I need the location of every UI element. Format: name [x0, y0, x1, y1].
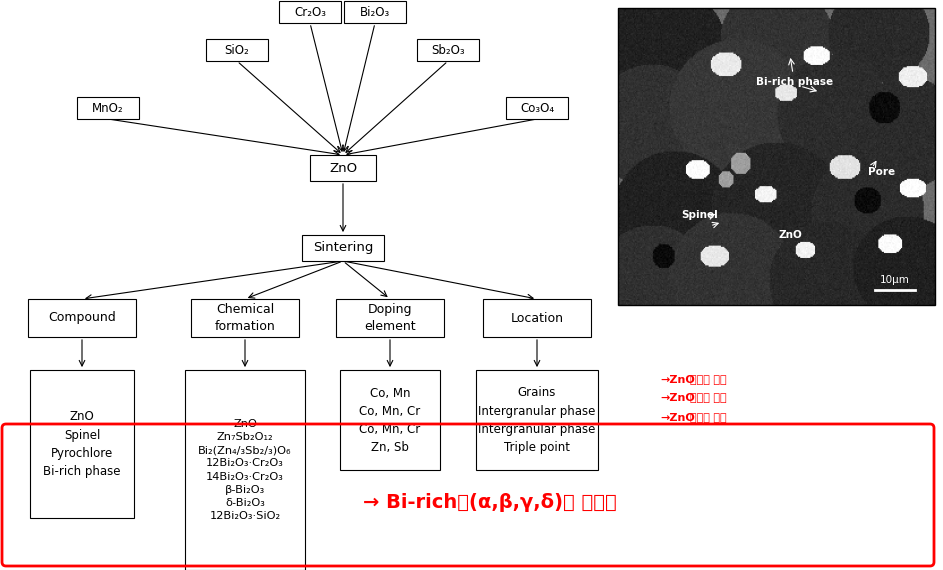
Text: →ZnO: →ZnO — [660, 413, 695, 423]
Bar — [185, 370, 305, 570]
Bar — [206, 39, 268, 61]
Text: Co₃O₄: Co₃O₄ — [520, 101, 554, 115]
Text: 입성장 억제: 입성장 억제 — [690, 375, 727, 385]
Bar — [344, 1, 406, 23]
Bar — [618, 8, 935, 305]
Text: →ZnO: →ZnO — [660, 393, 695, 403]
Bar — [336, 299, 444, 337]
Text: Compound: Compound — [48, 311, 116, 324]
Text: ZnO: ZnO — [329, 161, 357, 174]
Bar — [310, 155, 376, 181]
Text: 입성장 촉진: 입성장 촉진 — [690, 413, 727, 423]
Text: Sb₂O₃: Sb₂O₃ — [431, 43, 465, 56]
Bar — [483, 299, 591, 337]
Text: Pore: Pore — [869, 167, 896, 177]
Text: →ZnO: →ZnO — [660, 375, 695, 385]
Text: Location: Location — [510, 311, 564, 324]
Bar — [302, 235, 384, 261]
Text: ZnO: ZnO — [778, 230, 802, 240]
Text: SiO₂: SiO₂ — [224, 43, 249, 56]
Bar — [30, 370, 134, 518]
Text: Spinel: Spinel — [682, 210, 719, 220]
Text: 10μm: 10μm — [880, 275, 910, 285]
Bar — [417, 39, 479, 61]
Text: ZnO
Zn₇Sb₂O₁₂
Bi₂(Zn₄/₃Sb₂/₃)O₆
12Bi₂O₃·Cr₂O₃
14Bi₂O₃·Cr₂O₃
β-Bi₂O₃
δ-Bi₂O₃
12Bi: ZnO Zn₇Sb₂O₁₂ Bi₂(Zn₄/₃Sb₂/₃)O₆ 12Bi₂O₃·… — [198, 419, 291, 521]
Bar — [77, 97, 139, 119]
Text: Bi-rich phase: Bi-rich phase — [756, 77, 834, 87]
Bar — [506, 97, 568, 119]
Text: Doping
element: Doping element — [364, 303, 416, 333]
Text: Co, Mn
Co, Mn, Cr
Co, Mn, Cr
Zn, Sb: Co, Mn Co, Mn, Cr Co, Mn, Cr Zn, Sb — [359, 386, 421, 454]
Text: Grains
Intergranular phase
Intergranular phase
Triple point: Grains Intergranular phase Intergranular… — [478, 386, 596, 454]
Bar — [340, 370, 440, 470]
Text: → Bi-rich상(α,β,γ,δ)의 중요성: → Bi-rich상(α,β,γ,δ)의 중요성 — [363, 494, 617, 512]
Text: Sintering: Sintering — [313, 242, 373, 254]
Text: Chemical
formation: Chemical formation — [215, 303, 275, 333]
Text: Cr₂O₃: Cr₂O₃ — [294, 6, 326, 18]
Bar — [28, 299, 136, 337]
Bar — [476, 370, 598, 470]
Bar — [279, 1, 341, 23]
Text: ZnO
Spinel
Pyrochlore
Bi-rich phase: ZnO Spinel Pyrochlore Bi-rich phase — [43, 410, 121, 478]
Bar — [191, 299, 299, 337]
Text: 입성장 억제: 입성장 억제 — [690, 393, 727, 403]
Text: MnO₂: MnO₂ — [92, 101, 124, 115]
Text: Bi₂O₃: Bi₂O₃ — [360, 6, 390, 18]
